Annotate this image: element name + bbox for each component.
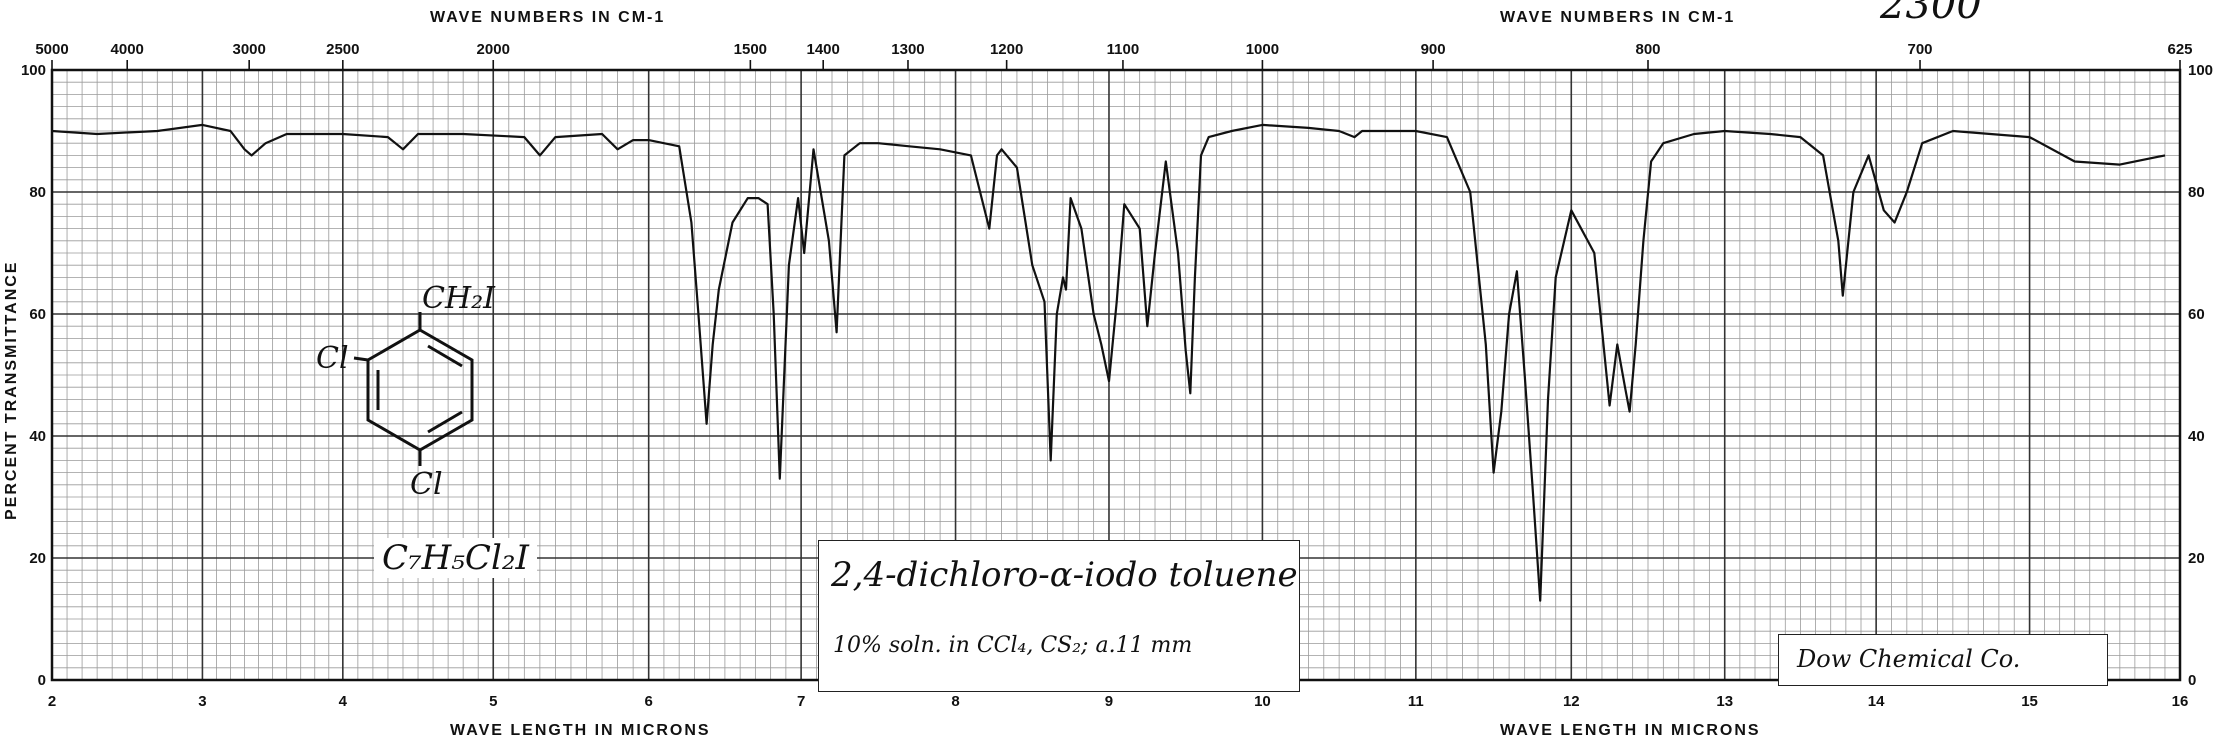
y-axis-title: PERCENT TRANSMITTANCE [3,261,20,520]
top-tick-label: 625 [2167,41,2192,58]
bottom-tick-label: 16 [2172,693,2189,710]
top-wavenumber-ticks: 5000 4000 3000 2500 2000 1500 1400 1300 1200 1100… [35,41,2193,70]
bond-to-left-cl [353,356,369,362]
top-tick-label: 1500 [734,41,767,58]
chart-source: Dow Chemical Co. [1797,645,2021,673]
left-y-tick-label: 80 [29,184,46,201]
left-y-tick-label: 40 [29,428,46,445]
top-tick-label: 1200 [990,41,1023,58]
bottom-tick-label: 6 [645,693,653,710]
left-y-tick-label: 20 [29,550,46,567]
title-box: 2,4-dichloro-α-iodo toluene 10% soln. in… [818,540,1300,692]
bottom-tick-label: 3 [198,693,206,710]
top-tick-label: 900 [1421,41,1446,58]
right-y-tick-label: 20 [2188,550,2205,567]
chart-subtitle: 10% soln. in CCl₄, CS₂; a.11 mm [833,633,1193,658]
top-tick-label: 1000 [1246,41,1279,58]
bottom-tick-label: 9 [1105,693,1113,710]
right-y-tick-label: 100 [2188,62,2213,79]
top-tick-label: 1300 [891,41,924,58]
minor-gridlines [52,70,2180,680]
spectrum-line [51,123,2166,602]
right-y-ticks: 0 20 40 60 80 100 [2188,62,2213,689]
benzene-ring [366,328,474,452]
top-axis-title-right: WAVE NUMBERS IN CM-1 [1500,9,1735,26]
top-tick-label: 4000 [111,41,144,58]
molecular-formula: C₇H₅Cl₂I [374,538,537,578]
bottom-tick-label: 2 [48,693,56,710]
bottom-tick-label: 10 [1254,693,1271,710]
bottom-tick-label: 8 [951,693,959,710]
left-y-tick-label: 100 [21,62,46,79]
top-tick-label: 800 [1635,41,1660,58]
right-y-tick-label: 60 [2188,306,2205,323]
top-tick-label: 3000 [232,41,265,58]
top-tick-label: 2500 [326,41,359,58]
substituent-cl-bottom: Cl [410,467,443,502]
bottom-micron-ticks: 2 3 4 5 6 7 8 9 10 11 12 13 14 15 16 [48,693,2189,710]
benzene-structure: CH₂I Cl Cl [316,281,496,502]
right-y-tick-label: 40 [2188,428,2205,445]
bottom-tick-label: 12 [1563,693,1580,710]
left-y-tick-label: 60 [29,306,46,323]
bottom-tick-label: 14 [1868,693,1885,710]
bottom-tick-label: 4 [339,693,348,710]
bottom-axis-title-right: WAVE LENGTH IN MICRONS [1500,722,1761,739]
bottom-axis-title-left: WAVE LENGTH IN MICRONS [450,722,711,739]
bottom-tick-label: 15 [2021,693,2038,710]
right-y-tick-label: 80 [2188,184,2205,201]
bottom-tick-label: 5 [489,693,497,710]
top-axis-title-left: WAVE NUMBERS IN CM-1 [430,9,665,26]
bottom-tick-label: 11 [1408,693,1424,710]
ring-double-bond [427,410,463,434]
bottom-tick-label: 13 [1716,693,1733,710]
left-y-tick-label: 0 [38,672,46,689]
right-y-tick-label: 0 [2188,672,2196,689]
source-box: Dow Chemical Co. [1778,634,2108,686]
top-tick-label: 5000 [35,41,68,58]
bottom-tick-label: 7 [797,693,805,710]
top-tick-label: 1400 [807,41,840,58]
ring-double-bond [427,344,463,368]
substituent-ch2i: CH₂I [422,281,496,316]
left-y-ticks: 0 20 40 60 80 100 [21,62,46,689]
chart-title: 2,4-dichloro-α-iodo toluene [831,555,1298,595]
top-tick-label: 1100 [1107,41,1140,58]
substituent-cl-left: Cl [316,341,349,376]
corner-note: 2300 [1880,0,1982,28]
top-tick-label: 2000 [477,41,510,58]
top-tick-label: 700 [1908,41,1933,58]
